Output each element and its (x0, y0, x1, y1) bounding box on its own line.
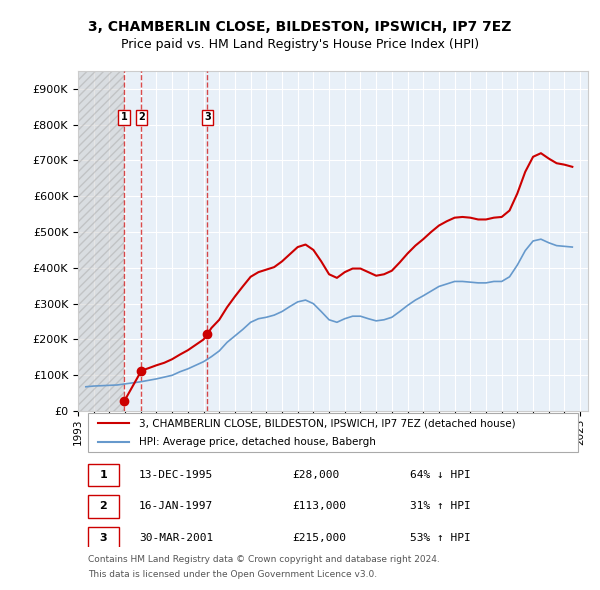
FancyBboxPatch shape (88, 413, 578, 453)
Text: Contains HM Land Registry data © Crown copyright and database right 2024.: Contains HM Land Registry data © Crown c… (88, 555, 440, 564)
FancyBboxPatch shape (88, 464, 119, 486)
Bar (78, 71, 124, 411)
Text: 3, CHAMBERLIN CLOSE, BILDESTON, IPSWICH, IP7 7EZ: 3, CHAMBERLIN CLOSE, BILDESTON, IPSWICH,… (88, 19, 512, 34)
Text: 30-MAR-2001: 30-MAR-2001 (139, 533, 214, 543)
Text: 1: 1 (121, 112, 128, 122)
Text: HPI: Average price, detached house, Babergh: HPI: Average price, detached house, Babe… (139, 437, 376, 447)
Text: 3, CHAMBERLIN CLOSE, BILDESTON, IPSWICH, IP7 7EZ (detached house): 3, CHAMBERLIN CLOSE, BILDESTON, IPSWICH,… (139, 418, 516, 428)
Text: 64% ↓ HPI: 64% ↓ HPI (409, 470, 470, 480)
Text: £113,000: £113,000 (292, 502, 346, 512)
Text: 31% ↑ HPI: 31% ↑ HPI (409, 502, 470, 512)
Text: Price paid vs. HM Land Registry's House Price Index (HPI): Price paid vs. HM Land Registry's House … (121, 38, 479, 51)
Text: 2: 2 (100, 502, 107, 512)
Text: 13-DEC-1995: 13-DEC-1995 (139, 470, 214, 480)
FancyBboxPatch shape (88, 527, 119, 549)
Text: £215,000: £215,000 (292, 533, 346, 543)
Text: This data is licensed under the Open Government Licence v3.0.: This data is licensed under the Open Gov… (88, 571, 377, 579)
Text: 2: 2 (138, 112, 145, 122)
Text: £28,000: £28,000 (292, 470, 340, 480)
Text: 16-JAN-1997: 16-JAN-1997 (139, 502, 214, 512)
Text: 1: 1 (100, 470, 107, 480)
Text: 3: 3 (204, 112, 211, 122)
Text: 3: 3 (100, 533, 107, 543)
FancyBboxPatch shape (88, 495, 119, 517)
Text: 53% ↑ HPI: 53% ↑ HPI (409, 533, 470, 543)
